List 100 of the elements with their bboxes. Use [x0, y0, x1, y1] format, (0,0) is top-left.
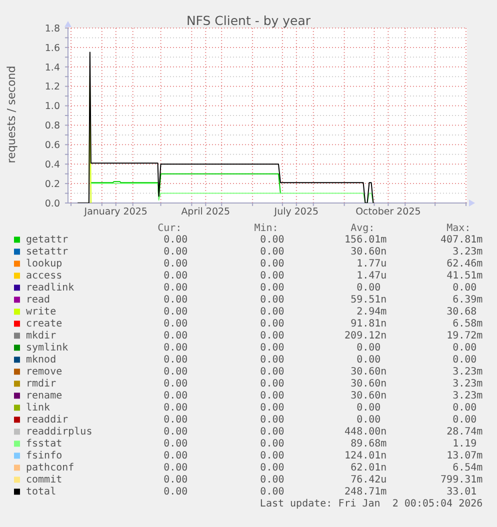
y-tick-label: 0.6 [44, 140, 60, 152]
text: 1.47u [356, 270, 387, 282]
text: 0.00 [452, 342, 477, 354]
legend-label: setattr [26, 246, 68, 258]
text: 2.94m [356, 306, 387, 318]
legend-label: write [26, 306, 56, 318]
legend-label: rmdir [26, 378, 56, 390]
legend-label: fsstat [26, 438, 62, 450]
text: 799.31m [440, 474, 483, 486]
legend-label: total [26, 486, 56, 498]
text: 6.54m [452, 462, 483, 474]
legend-label: readlink [26, 282, 74, 294]
y-tick-label: 0.2 [44, 178, 60, 190]
x-tick-label: October 2025 [356, 206, 421, 218]
text: 248.71m [344, 486, 387, 498]
text: 3.23m [452, 378, 483, 390]
text: 0.00 [164, 318, 188, 330]
text: 0.00 [164, 234, 188, 246]
legend-label: access [26, 270, 62, 282]
legend-label: lookup [26, 258, 62, 270]
text: 59.51n [350, 294, 387, 306]
text: 62.46m [446, 258, 483, 270]
text: 0.00 [164, 246, 188, 258]
text: 0.00 [452, 414, 477, 426]
text: 28.74m [446, 426, 483, 438]
text: 13.07m [446, 450, 483, 462]
text: 0.00 [164, 270, 188, 282]
legend-label: symlink [26, 342, 68, 354]
text: 3.23m [452, 366, 483, 378]
text: 0.00 [260, 438, 284, 450]
y-tick-label: 0.0 [44, 198, 60, 210]
text: Avg: [350, 222, 375, 234]
text: 0.00 [164, 294, 188, 306]
y-tick-label: 1.8 [44, 23, 60, 34]
text: 0.00 [164, 486, 188, 498]
text: 448.00n [344, 426, 387, 438]
legend-label: link [26, 402, 50, 414]
text: 0.00 [164, 450, 188, 462]
text: 0.00 [164, 282, 188, 294]
y-tick-label: 1.6 [44, 42, 60, 54]
text: 3.23m [452, 246, 483, 258]
text: 0.00 [260, 462, 284, 474]
text: 124.01n [344, 450, 387, 462]
legend-label: readdirplus [26, 426, 92, 438]
y-tick-label: 1.2 [44, 82, 60, 93]
text: 30.60n [350, 246, 387, 258]
text: 0.00 [260, 342, 284, 354]
legend-label: mkdir [26, 330, 56, 342]
text: 30.60n [350, 378, 387, 390]
text: 0.00 [164, 306, 188, 318]
text: 3.23m [452, 390, 483, 402]
text: 0.00 [164, 330, 188, 342]
text: 76.42u [350, 474, 387, 486]
text: 0.00 [260, 246, 284, 258]
text: 0.00 [356, 282, 381, 294]
text: 30.60n [350, 366, 387, 378]
text: 0.00 [164, 258, 188, 270]
text: 0.00 [164, 426, 188, 438]
text: 0.00 [260, 234, 284, 246]
text: 407.81m [440, 234, 483, 246]
text: 0.00 [164, 342, 188, 354]
text: Last update: Fri Jan 2 00:05:04 2026 [260, 498, 483, 510]
legend-label: remove [26, 366, 62, 378]
chart-title: NFS Client - by year [186, 12, 312, 28]
text: Cur: [158, 222, 182, 234]
text: 0.00 [164, 366, 188, 378]
text: 30.68 [446, 306, 477, 318]
text: 0.00 [164, 354, 188, 366]
legend-label: commit [26, 474, 62, 486]
text: 0.00 [260, 450, 284, 462]
x-tick-label: January 2025 [83, 206, 148, 218]
legend-label: create [26, 318, 62, 330]
legend-label: getattr [26, 234, 68, 246]
text: 0.00 [260, 258, 284, 270]
text: Min: [254, 222, 278, 234]
legend-label: mknod [26, 354, 56, 366]
text: 0.00 [260, 414, 284, 426]
text: 0.00 [260, 366, 284, 378]
text: 0.00 [260, 318, 284, 330]
text: 0.00 [164, 414, 188, 426]
y-tick-label: 1.0 [44, 101, 60, 112]
text: 1.77u [356, 258, 387, 270]
text: 0.00 [260, 486, 284, 498]
text: 0.00 [260, 474, 284, 486]
y-tick-label: 1.4 [44, 62, 60, 74]
text: 0.00 [164, 474, 188, 486]
y-tick-label: 0.8 [44, 120, 60, 132]
text: 0.00 [164, 402, 188, 414]
text: 30.60n [350, 390, 387, 402]
text: 41.51m [446, 270, 483, 282]
y-tick-label: 0.4 [44, 159, 60, 170]
text: 0.00 [260, 306, 284, 318]
y-axis-title: requests / second [4, 66, 18, 164]
text: 0.00 [452, 402, 477, 414]
text: 0.00 [260, 354, 284, 366]
text: 0.00 [452, 282, 477, 294]
x-tick-label: April 2025 [181, 206, 230, 218]
text: 0.00 [356, 354, 381, 366]
text: 0.00 [260, 426, 284, 438]
text: 19.72m [446, 330, 483, 342]
